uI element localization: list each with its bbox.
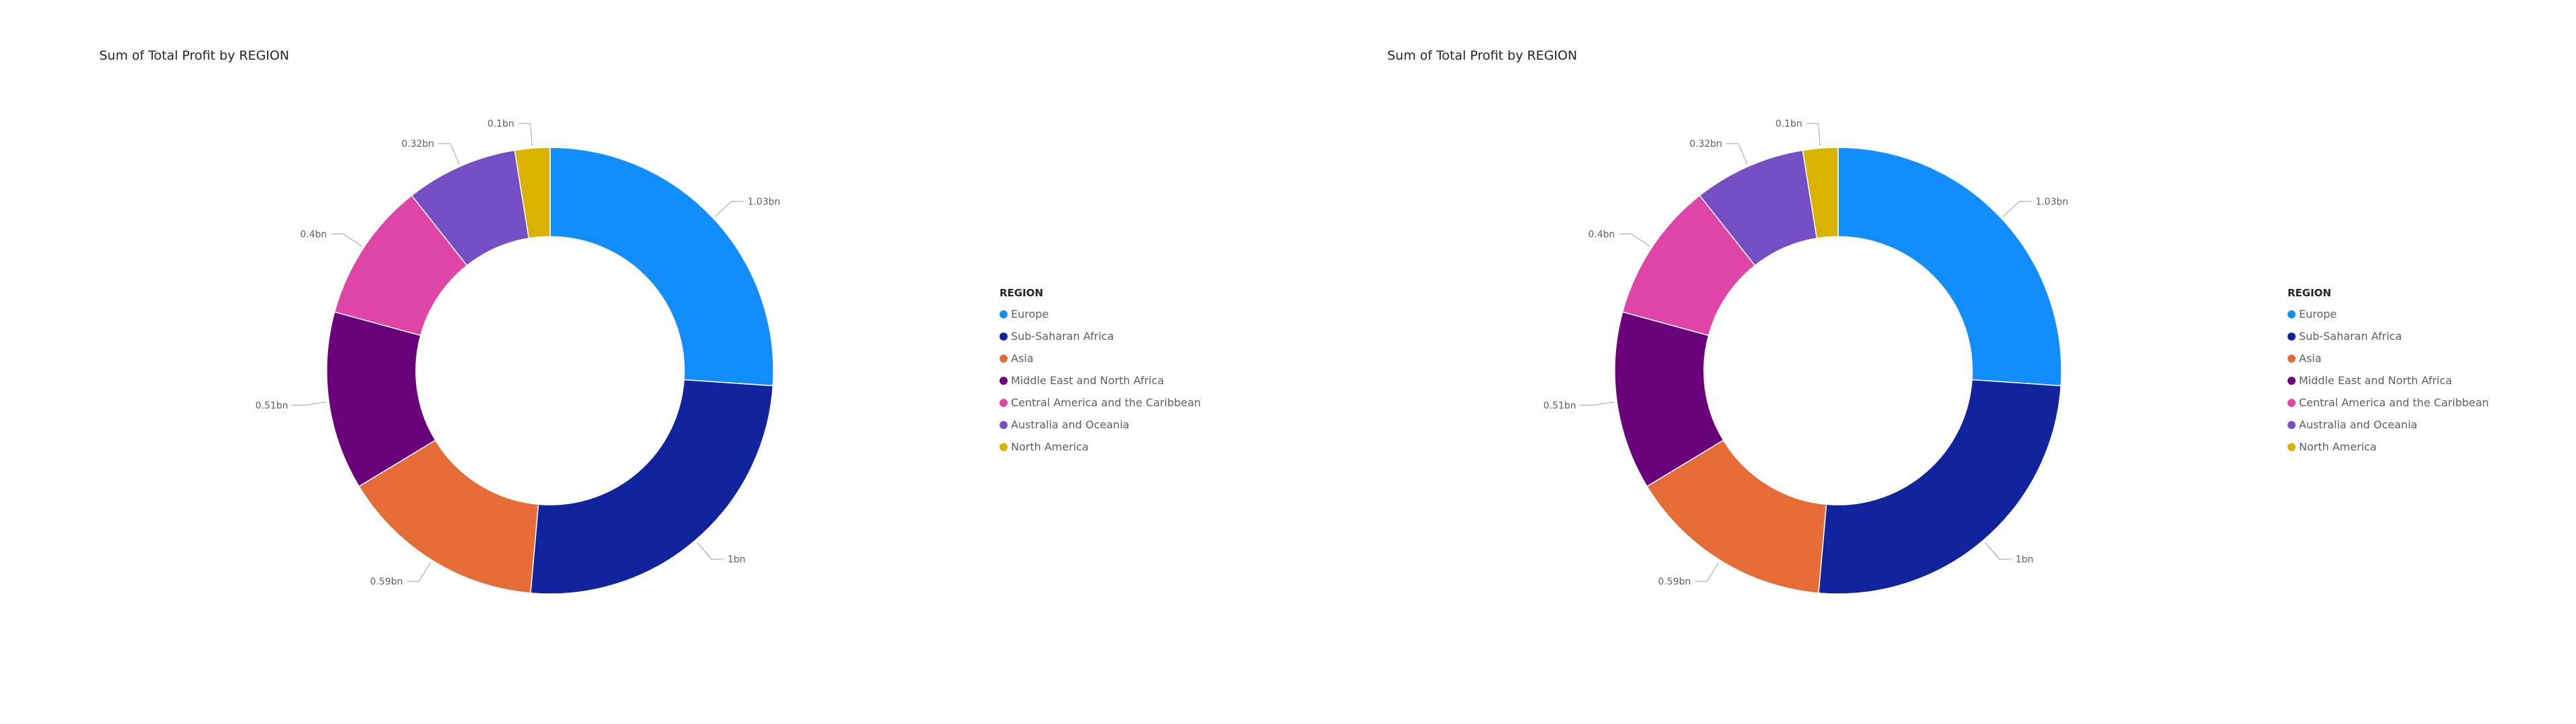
data-label-australia-and-oceania: 0.32bn — [1689, 139, 1722, 149]
legend-item-australia-and-oceania[interactable]: Australia and Oceania — [2288, 414, 2489, 436]
legend-label: North America — [1011, 440, 1089, 453]
slice-north-america[interactable] — [1802, 147, 1839, 239]
legend-label: Central America and the Caribbean — [2299, 396, 2489, 409]
legend: REGION Europe Sub-Saharan Africa Asia Middl… — [2288, 287, 2489, 458]
chart-panel-2: Sum of Total Profit by REGION 1.03bn 1bn 0… — [1288, 0, 2576, 724]
legend-label: Europe — [2299, 308, 2337, 320]
donut-chart: 1.03bn 1bn 0.59bn 0.51bn 0.4bn 0.32bn 0.1bn — [256, 119, 780, 595]
leader-line-north-america — [518, 123, 533, 146]
legend-marker-icon — [1000, 310, 1008, 318]
slice-sub-saharan-africa[interactable] — [530, 379, 774, 595]
legend-marker-icon — [2288, 420, 2296, 429]
leader-line-asia — [1695, 562, 1719, 582]
data-label-north-america: 0.1bn — [1776, 119, 1803, 129]
legend-marker-icon — [1000, 442, 1008, 451]
legend-marker-icon — [1000, 376, 1008, 385]
chart-panel-1: Sum of Total Profit by REGION 1.03bn 1bn 0… — [99, 48, 1201, 595]
legend-label: Middle East and North Africa — [1011, 374, 1165, 387]
slice-europe[interactable] — [549, 147, 774, 387]
slice-europe[interactable] — [1837, 147, 2062, 387]
legend-label: Middle East and North Africa — [2299, 374, 2453, 387]
legend-label: Asia — [1011, 352, 1034, 365]
legend-marker-icon — [1000, 420, 1008, 429]
data-label-asia: 0.59bn — [1658, 577, 1691, 587]
legend-label: North America — [2299, 440, 2377, 453]
leader-line-asia — [407, 562, 431, 582]
leader-line-middle-east-and-north-africa — [1580, 402, 1615, 406]
legend-label: Central America and the Caribbean — [1011, 396, 1201, 409]
legend-item-asia[interactable]: Asia — [1000, 347, 1201, 369]
legend-title: REGION — [2288, 287, 2331, 299]
legend-label: Australia and Oceania — [1011, 418, 1130, 431]
legend: REGION Europe Sub-Saharan Africa Asia Middl… — [1000, 287, 1201, 458]
slice-asia[interactable] — [1646, 439, 1827, 594]
leader-line-north-america — [1806, 123, 1821, 146]
legend-item-australia-and-oceania[interactable]: Australia and Oceania — [1000, 414, 1201, 436]
chart-title: Sum of Total Profit by REGION — [99, 48, 290, 63]
slice-sub-saharan-africa[interactable] — [1818, 379, 2062, 595]
legend-marker-icon — [1000, 354, 1008, 363]
legend-items: Europe Sub-Saharan Africa Asia Middle East … — [1000, 303, 1201, 458]
legend-item-sub-saharan-africa[interactable]: Sub-Saharan Africa — [1000, 325, 1201, 347]
data-label-europe: 1.03bn — [747, 196, 780, 207]
legend-item-north-america[interactable]: North America — [1000, 436, 1201, 458]
leader-line-sub-saharan-africa — [696, 542, 724, 560]
legend-item-europe[interactable]: Europe — [1000, 303, 1201, 325]
data-label-sub-saharan-africa: 1bn — [728, 554, 746, 565]
leader-line-central-america-and-the-caribbean — [331, 233, 362, 247]
legend-label: Europe — [1011, 308, 1049, 320]
leader-line-central-america-and-the-caribbean — [1619, 233, 1650, 247]
slice-north-america[interactable] — [514, 147, 551, 239]
slice-asia[interactable] — [358, 439, 539, 594]
legend-item-central-america-and-the-caribbean[interactable]: Central America and the Caribbean — [1000, 391, 1201, 414]
legend-label: Sub-Saharan Africa — [2299, 330, 2402, 343]
data-label-middle-east-and-north-africa: 0.51bn — [256, 400, 288, 411]
leader-line-middle-east-and-north-africa — [292, 402, 327, 406]
leader-line-australia-and-oceania — [1726, 143, 1748, 164]
legend-item-central-america-and-the-caribbean[interactable]: Central America and the Caribbean — [2288, 391, 2489, 414]
legend-item-middle-east-and-north-africa[interactable]: Middle East and North Africa — [1000, 369, 1201, 391]
donut-chart: 1.03bn 1bn 0.59bn 0.51bn 0.4bn 0.32bn 0.1bn — [1544, 119, 2068, 595]
legend-item-middle-east-and-north-africa[interactable]: Middle East and North Africa — [2288, 369, 2489, 391]
data-label-australia-and-oceania: 0.32bn — [401, 139, 434, 149]
data-label-middle-east-and-north-africa: 0.51bn — [1544, 400, 1576, 411]
legend-item-europe[interactable]: Europe — [2288, 303, 2489, 325]
leader-line-australia-and-oceania — [438, 143, 460, 164]
data-label-sub-saharan-africa: 1bn — [2016, 554, 2034, 565]
legend-label: Asia — [2299, 352, 2322, 365]
legend-item-asia[interactable]: Asia — [2288, 347, 2489, 369]
legend-marker-icon — [2288, 442, 2296, 451]
legend-title: REGION — [1000, 287, 1043, 299]
data-label-central-america-and-the-caribbean: 0.4bn — [1588, 229, 1615, 240]
legend-marker-icon — [2288, 354, 2296, 363]
legend-marker-icon — [1000, 398, 1008, 407]
legend-marker-icon — [2288, 332, 2296, 341]
legend-label: Australia and Oceania — [2299, 418, 2418, 431]
leader-line-europe — [2002, 200, 2032, 217]
legend-marker-icon — [2288, 376, 2296, 385]
leader-line-sub-saharan-africa — [1984, 542, 2012, 560]
leader-line-europe — [714, 200, 744, 217]
legend-marker-icon — [2288, 398, 2296, 407]
data-label-europe: 1.03bn — [2035, 196, 2068, 207]
legend-item-sub-saharan-africa[interactable]: Sub-Saharan Africa — [2288, 325, 2489, 347]
legend-label: Sub-Saharan Africa — [1011, 330, 1114, 343]
data-label-central-america-and-the-caribbean: 0.4bn — [300, 229, 327, 240]
legend-marker-icon — [1000, 332, 1008, 341]
chart-title: Sum of Total Profit by REGION — [1387, 48, 1578, 63]
legend-marker-icon — [2288, 310, 2296, 318]
legend-item-north-america[interactable]: North America — [2288, 436, 2489, 458]
data-label-north-america: 0.1bn — [488, 119, 515, 129]
legend-items: Europe Sub-Saharan Africa Asia Middle East … — [2288, 303, 2489, 458]
data-label-asia: 0.59bn — [370, 577, 403, 587]
